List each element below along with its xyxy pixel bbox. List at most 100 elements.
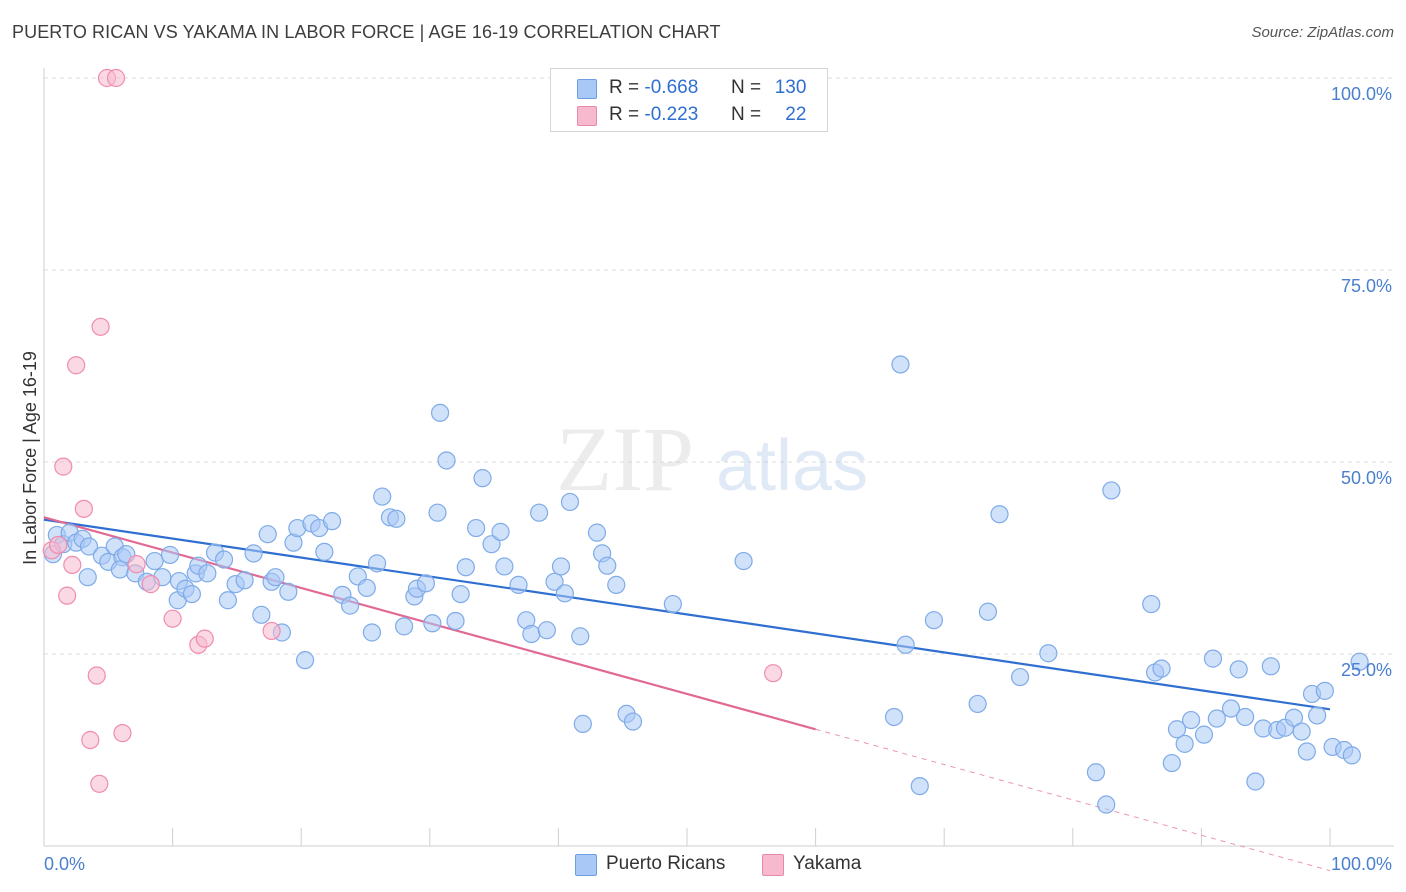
axes [43,68,1394,847]
point-yakama [58,586,77,605]
point-puerto-ricans [446,611,465,631]
point-puerto-ricans [244,544,263,563]
point-puerto-ricans [340,596,360,615]
point-yakama [195,629,214,648]
point-puerto-ricans [1308,706,1327,725]
point-puerto-ricans [1297,742,1316,761]
point-puerto-ricans [495,557,514,576]
point-puerto-ricans [266,568,285,587]
point-puerto-ricans [1284,708,1304,727]
correlation-legend: R = -0.668 N = 130 R = -0.223 N = 22 [550,68,828,132]
point-puerto-ricans [1221,699,1241,718]
point-puerto-ricans [456,558,475,577]
point-puerto-ricans [423,614,442,633]
point-puerto-ricans [896,635,915,654]
point-puerto-ricans [1142,594,1161,614]
series-swatch-yakama [762,854,784,876]
point-puerto-ricans [598,556,617,575]
point-puerto-ricans [1152,659,1171,678]
point-puerto-ricans [1315,681,1334,700]
point-puerto-ricans [884,707,904,727]
point-puerto-ricans [1229,660,1248,679]
point-puerto-ricans [1261,657,1280,676]
point-yakama [63,555,82,575]
point-puerto-ricans [466,518,486,538]
point-puerto-ricans [978,602,998,621]
point-puerto-ricans [78,568,97,587]
trend-line-puerto-ricans [43,518,1331,711]
point-yakama [67,356,86,375]
legend-n-value: 130 [774,77,807,98]
point-puerto-ricans [1246,772,1265,791]
trend-lines [43,516,1331,872]
point-puerto-ricans [182,584,201,604]
legend-n-label: N = [731,77,762,98]
point-puerto-ricans [663,594,682,614]
point-puerto-ricans [110,560,129,579]
point-puerto-ricans [315,542,334,561]
point-puerto-ricans [530,503,549,522]
point-puerto-ricans [587,523,607,542]
source-label: Source: ZipAtlas.com [1251,24,1394,41]
point-yakama [90,774,109,793]
point-puerto-ricans [509,575,528,594]
point-yakama [113,724,132,743]
legend-r-label: R = [609,104,640,125]
y-tick-label: 50.0% [1341,468,1392,488]
point-puerto-ricans [555,584,574,603]
watermark-atlas: atlas [716,426,868,506]
gridlines [44,77,1394,655]
point-puerto-ricans [551,557,571,576]
point-yakama [49,535,68,555]
point-puerto-ricans [623,712,643,731]
point-puerto-ricans [924,611,944,630]
point-puerto-ricans [910,776,929,796]
point-puerto-ricans [990,505,1009,524]
point-puerto-ricans [573,714,592,733]
point-puerto-ricans [522,624,541,644]
point-yakama [106,68,126,88]
y-tick-label: 75.0% [1341,276,1392,296]
point-puerto-ricans [1207,709,1226,728]
point-puerto-ricans [1236,707,1255,727]
point-puerto-ricans [491,522,510,541]
point-puerto-ricans [394,617,414,636]
tick-labels: 25.0% 50.0% 75.0% 100.0% 0.0% 100.0% [44,84,1392,874]
point-puerto-ricans [367,554,387,573]
point-puerto-ricans [387,509,406,528]
point-puerto-ricans [373,487,392,506]
point-puerto-ricans [1292,722,1311,741]
point-puerto-ricans [1097,795,1116,814]
point-puerto-ricans [198,564,217,583]
legend-row-yakama: R = -0.223 N = 22 [551,102,827,128]
point-puerto-ricans [1342,746,1361,765]
legend-swatch-puerto-ricans [577,79,597,99]
legend-r-value: -0.223 [644,104,699,125]
point-puerto-ricans [482,535,501,554]
point-puerto-ricans [1102,481,1121,500]
point-yakama [74,499,93,518]
point-puerto-ricans [295,651,315,670]
point-puerto-ricans [1167,720,1187,739]
point-puerto-ricans [1086,763,1106,782]
point-puerto-ricans [362,623,382,642]
point-puerto-ricans [560,492,580,512]
point-puerto-ricans [451,584,470,604]
y-axis-label: In Labor Force | Age 16-19 [20,351,40,565]
point-yakama [87,666,106,685]
point-yakama [91,317,110,336]
point-puerto-ricans [473,469,492,488]
point-puerto-ricans [734,551,753,571]
chart-title: PUERTO RICAN VS YAKAMA IN LABOR FORCE | … [12,22,721,42]
legend-r-value: -0.668 [644,77,699,98]
point-yakama [764,664,783,683]
point-puerto-ricans [145,551,164,571]
y-tick-label: 25.0% [1341,660,1392,680]
y-tick-label: 100.0% [1331,84,1392,104]
trend-line-dashed-yakama [815,728,1331,872]
point-puerto-ricans [1182,710,1201,730]
series-swatch-puerto-ricans [575,854,597,876]
point-puerto-ricans [235,571,254,590]
point-yakama [163,609,182,628]
